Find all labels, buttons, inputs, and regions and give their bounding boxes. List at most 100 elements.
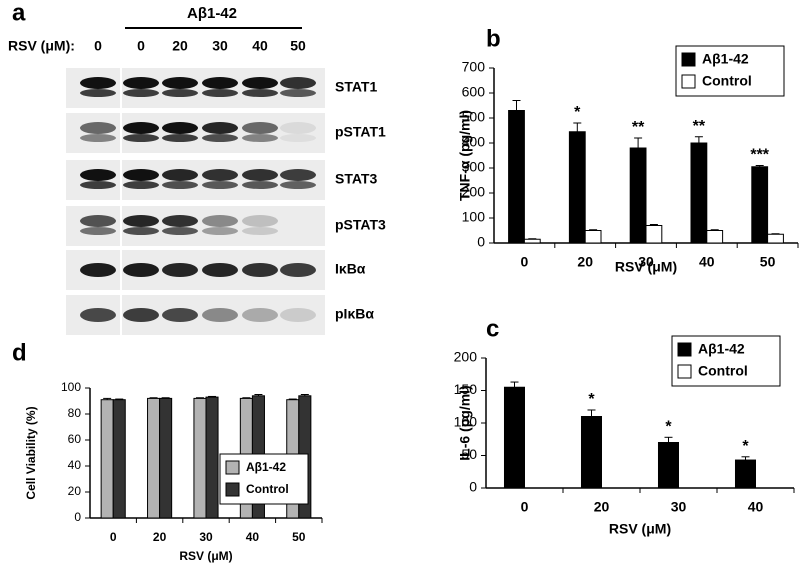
legend-label: Aβ1-42: [702, 51, 749, 67]
lane-label: 20: [172, 38, 188, 54]
blot-band: [242, 122, 278, 134]
bar: [523, 238, 541, 244]
error-bar: [528, 238, 537, 240]
y-tick-label: 200: [454, 349, 478, 365]
y-tick-label: 100: [454, 414, 478, 430]
y-tick-label: 100: [462, 209, 486, 225]
error-bar: [161, 397, 170, 399]
blot-band: [80, 122, 116, 134]
blot-row-label: pIκBα: [335, 306, 374, 322]
significance: ***: [750, 147, 769, 164]
significance: **: [632, 119, 645, 136]
y-tick-label: 20: [68, 484, 82, 498]
error-bar: [288, 398, 297, 400]
x-axis-label: RSV (μM): [609, 521, 671, 537]
bar: [503, 386, 526, 489]
x-tick-label: 50: [760, 254, 776, 270]
legend-label: Control: [702, 73, 752, 89]
x-tick-label: 0: [110, 530, 117, 544]
x-tick-label: 0: [521, 254, 529, 270]
significance: **: [693, 118, 706, 135]
error-bar: [103, 397, 112, 400]
x-tick-label: 20: [577, 254, 593, 270]
y-tick-label: 150: [454, 381, 478, 397]
blot-dose-label: RSV (μM):: [8, 38, 75, 54]
y-axis-label: IL-6 (pg/ml): [457, 385, 473, 460]
blot-band: [242, 134, 278, 142]
blot-row-label: STAT1: [335, 79, 377, 95]
bar: [147, 397, 161, 519]
blot-band: [80, 134, 116, 142]
blot-band: [80, 181, 116, 189]
blot-band: [80, 169, 116, 181]
x-tick-label: 30: [671, 499, 687, 515]
panel-label: c: [486, 315, 499, 342]
blot-band: [242, 89, 278, 97]
bar: [645, 225, 663, 244]
blot-band: [280, 134, 316, 142]
blot-band: [123, 227, 159, 235]
error-bar: [512, 100, 521, 111]
blot-band: [202, 263, 238, 277]
bar: [751, 166, 769, 244]
error-bar: [741, 456, 750, 461]
blot-row-label: pSTAT1: [335, 124, 386, 140]
blot-band: [80, 308, 116, 322]
blot-band: [162, 263, 198, 277]
blot-band: [242, 77, 278, 89]
legend-label: Control: [698, 363, 748, 379]
blot-band: [80, 77, 116, 89]
blot-band: [202, 134, 238, 142]
error-bar: [115, 398, 124, 400]
error-bar: [195, 397, 204, 399]
error-bar: [242, 397, 251, 399]
bar: [690, 142, 708, 244]
blot-band: [242, 227, 278, 235]
blot-band: [202, 89, 238, 97]
blot-row-label: STAT3: [335, 171, 377, 187]
x-axis-label: RSV (μM): [179, 549, 232, 563]
y-tick-label: 100: [61, 380, 81, 394]
blot-band: [202, 169, 238, 181]
bar: [568, 131, 586, 244]
error-bar: [573, 122, 582, 132]
blot-band: [202, 181, 238, 189]
blot-band: [80, 89, 116, 97]
blot-band: [162, 227, 198, 235]
lane-label: 40: [252, 38, 268, 54]
panel-label: a: [12, 0, 26, 26]
error-bar: [634, 137, 643, 148]
blot-band: [280, 89, 316, 97]
y-tick-label: 700: [462, 59, 486, 75]
y-tick-label: 300: [462, 159, 486, 175]
x-tick-label: 40: [748, 499, 764, 515]
error-bar: [649, 224, 658, 226]
bar: [629, 147, 647, 244]
blot-band: [242, 169, 278, 181]
error-bar: [664, 436, 673, 443]
bar: [508, 110, 525, 244]
legend-swatch: [681, 74, 696, 89]
blot-band: [123, 122, 159, 134]
bar: [193, 397, 207, 519]
blot-band: [123, 89, 159, 97]
significance: *: [588, 391, 595, 408]
y-tick-label: 50: [461, 446, 477, 462]
blot-row-label: IκBα: [335, 261, 366, 277]
x-tick-label: 30: [199, 530, 213, 544]
legend-swatch: [681, 52, 696, 67]
panel-label: d: [12, 339, 27, 366]
significance: *: [742, 438, 749, 455]
y-tick-label: 0: [477, 234, 485, 250]
y-tick-label: 0: [469, 479, 477, 495]
x-tick-label: 30: [638, 254, 654, 270]
blot-band: [202, 215, 238, 227]
y-tick-label: 0: [74, 510, 81, 524]
blot-band: [162, 215, 198, 227]
x-tick-label: 20: [153, 530, 167, 544]
blot-band: [123, 134, 159, 142]
blot-band: [162, 169, 198, 181]
error-bar: [208, 395, 217, 398]
error-bar: [771, 233, 780, 235]
blot-band: [162, 122, 198, 134]
